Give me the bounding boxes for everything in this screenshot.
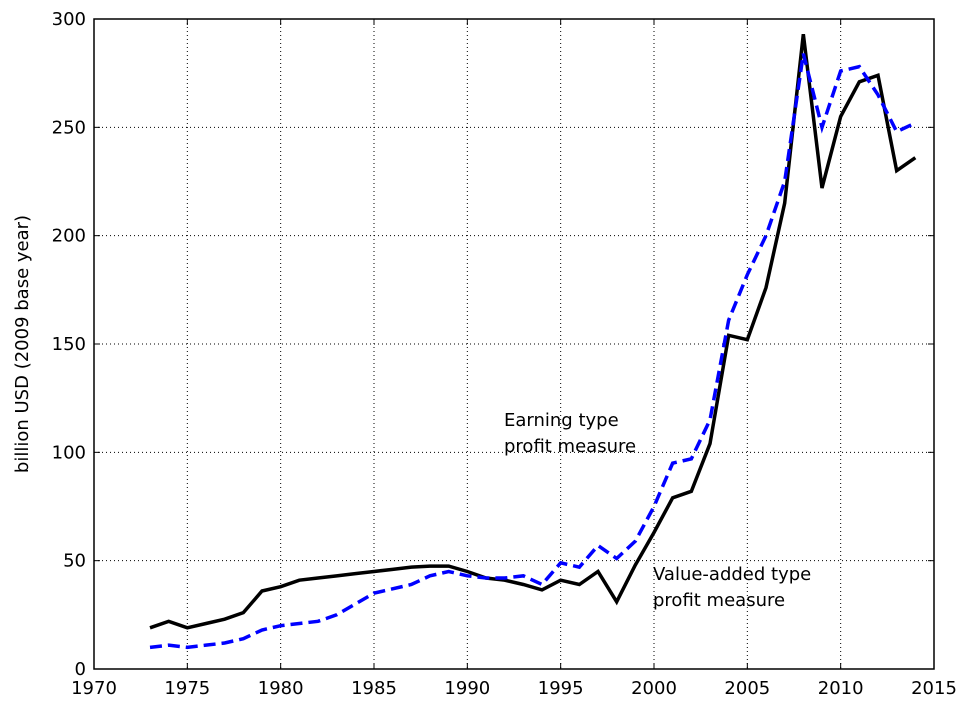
x-tick-label: 2005 (724, 678, 770, 699)
x-tick-label: 1980 (258, 678, 304, 699)
annotation: Earning type (504, 410, 619, 431)
y-tick-label: 0 (75, 659, 86, 680)
y-tick-label: 150 (52, 334, 86, 355)
x-tick-label: 2010 (818, 678, 864, 699)
x-tick-label: 2015 (911, 678, 957, 699)
annotation: Value-added type (653, 564, 811, 585)
y-tick-label: 200 (52, 226, 86, 247)
plot-frame (93, 18, 935, 670)
x-tick-label: 1970 (71, 678, 117, 699)
x-tick-label: 1990 (444, 678, 490, 699)
series-line (149, 33, 917, 630)
y-axis-label: billion USD (2009 base year) (12, 215, 33, 473)
y-tick-label: 300 (52, 9, 86, 30)
annotation: profit measure (653, 590, 785, 611)
y-tick-label: 50 (63, 551, 86, 572)
x-tick-label: 1995 (538, 678, 584, 699)
series-line (149, 53, 917, 650)
y-tick-label: 100 (52, 442, 86, 463)
annotation: profit measure (504, 436, 636, 457)
y-tick-label: 250 (52, 117, 86, 138)
x-tick-label: 2000 (631, 678, 677, 699)
x-tick-label: 1975 (164, 678, 210, 699)
x-tick-label: 1985 (351, 678, 397, 699)
